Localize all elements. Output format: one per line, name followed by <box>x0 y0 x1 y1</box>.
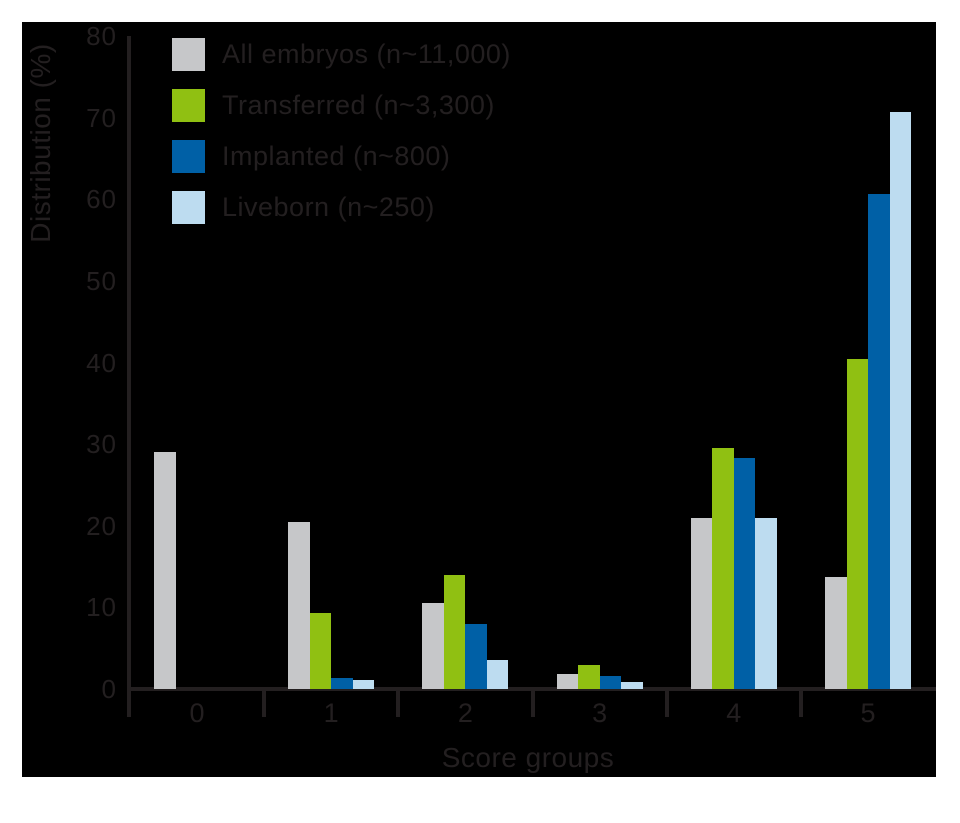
x-tick-mark-2 <box>530 689 535 717</box>
x-category-label-1: 1 <box>323 698 339 728</box>
bar-transferred-group-5 <box>846 359 868 689</box>
legend-item: All embryos (n~11,000) <box>172 38 511 71</box>
bar-transferred-group-1 <box>309 613 332 689</box>
y-tick-label-0: 0 <box>101 674 117 704</box>
bar-all-group-2 <box>422 603 444 689</box>
bar-liveborn-group-4 <box>755 517 777 689</box>
x-category-label-4: 4 <box>726 698 742 728</box>
bar-all-group-0 <box>154 452 176 689</box>
bar-implanted-group-2 <box>465 623 487 689</box>
bar-liveborn-group-3 <box>621 682 643 689</box>
bar-implanted-group-5 <box>868 194 890 689</box>
y-tick-label-80: 80 <box>86 21 117 51</box>
y-tick-label-60: 60 <box>86 184 117 215</box>
bar-liveborn-group-2 <box>486 660 509 689</box>
y-axis-line <box>127 36 131 717</box>
y-tick-label-70: 70 <box>86 102 117 133</box>
x-category-label-2: 2 <box>457 698 473 728</box>
legend-swatch <box>172 38 205 71</box>
bar-transferred-group-4 <box>712 448 734 689</box>
x-tick-mark-1 <box>396 689 401 717</box>
legend-item: Implanted (n~800) <box>172 140 450 173</box>
x-tick-mark-3 <box>664 689 669 717</box>
x-axis-title: Score groups <box>441 742 615 773</box>
x-category-label-0: 0 <box>189 698 205 728</box>
bar-liveborn-group-1 <box>352 680 375 689</box>
legend-label: All embryos (n~11,000) <box>222 39 511 69</box>
bar-implanted-group-3 <box>599 675 622 689</box>
legend-swatch <box>172 191 205 224</box>
x-tick-mark-0 <box>262 689 267 717</box>
legend-swatch <box>172 140 205 173</box>
y-tick-label-20: 20 <box>86 510 117 541</box>
y-tick-label-10: 10 <box>86 592 117 623</box>
x-category-label-3: 3 <box>592 698 608 728</box>
x-category-label-5: 5 <box>860 698 876 728</box>
x-tick-mark-4 <box>798 689 803 717</box>
legend-label: Implanted (n~800) <box>222 141 451 171</box>
legend-swatch <box>172 89 205 122</box>
y-tick-label-50: 50 <box>86 265 117 296</box>
bar-all-group-1 <box>288 521 310 689</box>
legend-item: Liveborn (n~250) <box>172 191 435 224</box>
y-tick-label-40: 40 <box>86 347 117 378</box>
bar-liveborn-group-5 <box>889 111 911 689</box>
bar-implanted-group-1 <box>331 677 353 689</box>
legend-item: Transferred (n~3,300) <box>172 89 495 122</box>
bar-all-group-4 <box>690 517 713 689</box>
y-axis-title: Distribution (%) <box>25 43 56 243</box>
bar-transferred-group-2 <box>443 574 466 689</box>
legend-label: Transferred (n~3,300) <box>222 90 495 120</box>
legend-label: Liveborn (n~250) <box>222 192 435 222</box>
bar-all-group-5 <box>825 577 847 689</box>
bar-transferred-group-3 <box>578 664 600 689</box>
y-tick-label-30: 30 <box>86 429 117 460</box>
bar-implanted-group-4 <box>733 458 756 689</box>
bar-all-group-3 <box>556 674 579 689</box>
